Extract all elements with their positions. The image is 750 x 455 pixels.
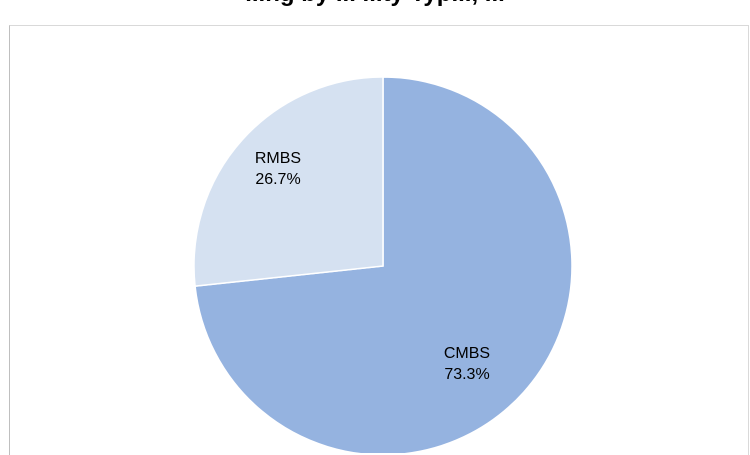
slice-name-label-rmbs: RMBS (255, 150, 301, 167)
pie-slice-rmbs (193, 76, 384, 287)
slice-value-label-rmbs: 26.7% (255, 171, 300, 188)
slice-name-label-cmbs: CMBS (444, 345, 490, 362)
chart-title: ...ng by ... ...ty Typ..., ... (0, 0, 750, 8)
slice-value-label-cmbs: 73.3% (444, 366, 489, 383)
chart-frame (9, 25, 749, 455)
